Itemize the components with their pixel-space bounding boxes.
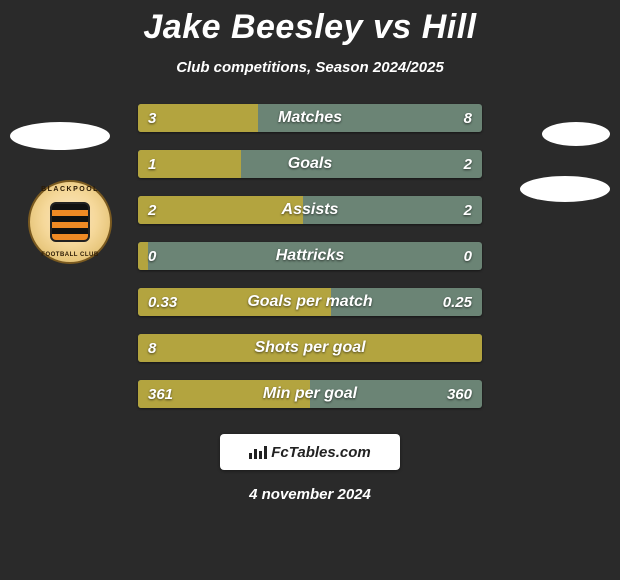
stat-bar-fill [138,334,482,362]
stat-bar-fill [138,380,310,408]
stat-bar: 2Assists2 [138,196,482,224]
stat-bar-fill [138,288,331,316]
page-title: Jake Beesley vs Hill [0,0,620,47]
stat-bar: 1Goals2 [138,150,482,178]
stat-bar-fill [138,196,303,224]
source-badge[interactable]: FcTables.com [220,434,400,470]
club-badge-top-text: BLACKPOOL [30,186,110,193]
stat-bar: 0.33Goals per match0.25 [138,288,482,316]
stat-bar-fill [138,104,258,132]
club-badge-bottom-text: FOOTBALL CLUB [30,252,110,258]
player-right-photo-placeholder-2 [520,176,610,202]
club-badge: BLACKPOOL FOOTBALL CLUB [28,180,112,264]
stat-bar: 0Hattricks0 [138,242,482,270]
club-badge-shield-icon [50,202,90,242]
stat-bar: 8Shots per goal [138,334,482,362]
stat-bar-fill [138,242,148,270]
stat-bar: 361Min per goal360 [138,380,482,408]
stat-bar-fill [138,150,241,178]
player-right-photo-placeholder-1 [542,122,610,146]
bar-chart-icon [249,445,267,459]
subtitle: Club competitions, Season 2024/2025 [0,59,620,76]
stat-bar-bg [138,242,482,270]
stats-comparison-bars: 3Matches8 1Goals2 2Assists2 0Hattricks0 0.33… [138,104,482,408]
player-left-photo-placeholder [10,122,110,150]
source-label: FcTables.com [271,444,370,461]
stat-bar: 3Matches8 [138,104,482,132]
date-label: 4 november 2024 [0,486,620,503]
